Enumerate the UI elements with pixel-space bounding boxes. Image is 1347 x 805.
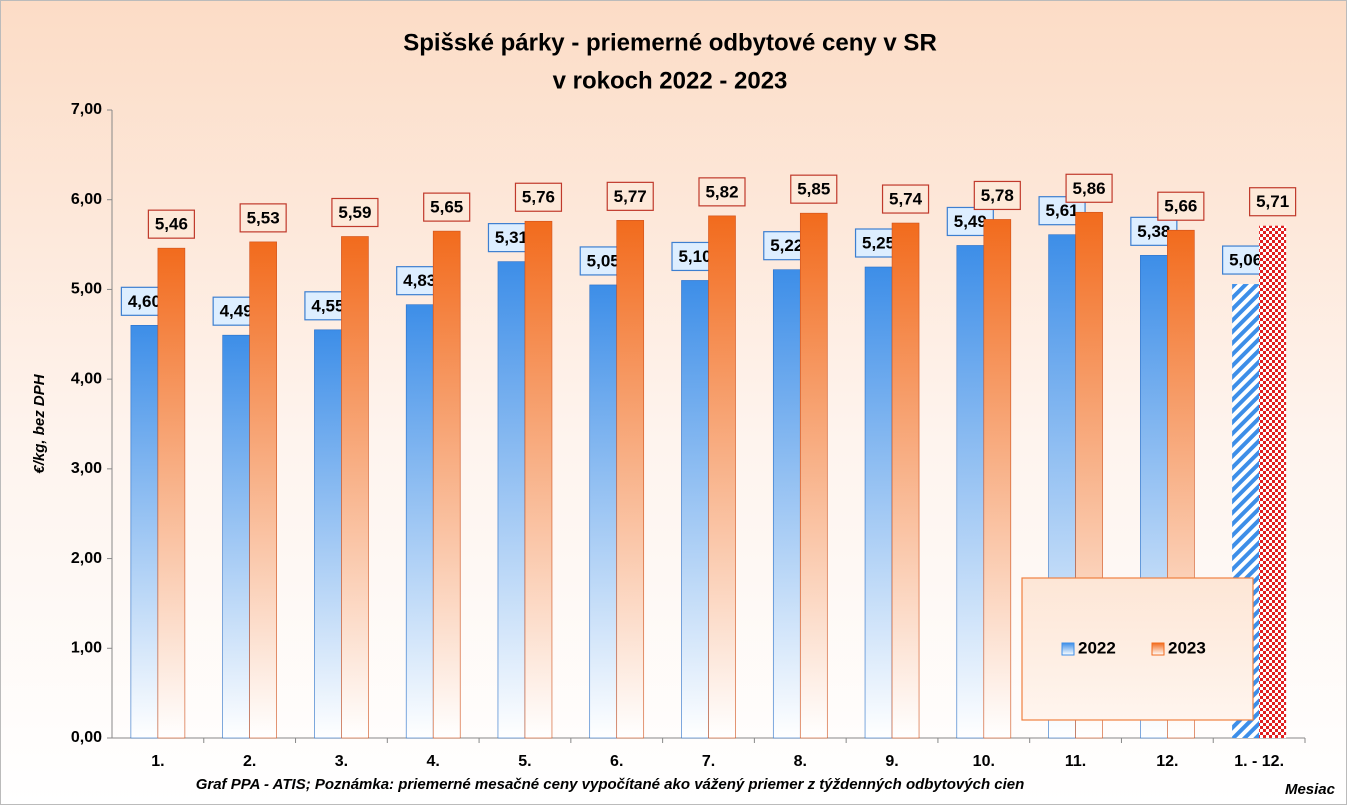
value-label-box xyxy=(973,180,1021,211)
legend-label: 2023 xyxy=(1168,638,1206,657)
x-tick-label: 1. xyxy=(151,753,164,770)
value-label: 5,25 xyxy=(862,233,895,252)
value-label: 5,86 xyxy=(1073,179,1106,198)
value-label: 5,22 xyxy=(770,236,803,255)
bar xyxy=(222,334,250,739)
value-label: 5,66 xyxy=(1164,197,1197,216)
value-label-box xyxy=(1249,187,1297,217)
y-tick-label: 1,00 xyxy=(71,640,102,657)
y-tick-label: 0,00 xyxy=(71,729,102,746)
bar xyxy=(616,220,645,739)
x-tick-label: 8. xyxy=(794,753,807,770)
x-tick-label: 4. xyxy=(427,753,440,770)
value-label-box xyxy=(790,174,838,204)
bar xyxy=(524,220,553,739)
x-tick-label: 12. xyxy=(1156,753,1178,770)
value-label-box xyxy=(606,181,654,211)
value-label: 5,38 xyxy=(1137,222,1170,241)
value-label: 5,77 xyxy=(614,187,647,206)
bar xyxy=(891,222,920,739)
bar xyxy=(956,245,985,739)
y-tick-label: 4,00 xyxy=(71,370,102,387)
value-label-box xyxy=(1157,191,1205,221)
legend-swatch xyxy=(1061,642,1075,656)
value-label-box xyxy=(147,209,195,239)
value-label: 5,46 xyxy=(155,215,188,234)
value-label: 4,55 xyxy=(311,296,344,315)
value-label: 5,05 xyxy=(587,251,620,270)
y-tick-label: 6,00 xyxy=(71,191,102,208)
bar xyxy=(249,241,277,739)
bar xyxy=(772,269,801,739)
value-label-box xyxy=(1065,173,1113,203)
y-tick-label: 2,00 xyxy=(71,550,102,567)
bar xyxy=(432,230,461,739)
value-label: 5,78 xyxy=(981,186,1014,205)
x-tick-label: 2. xyxy=(243,753,256,770)
value-label: 5,74 xyxy=(889,190,923,209)
value-label: 5,31 xyxy=(495,228,528,247)
bar xyxy=(405,304,434,739)
bar xyxy=(497,261,526,739)
x-tick-label: 7. xyxy=(702,753,715,770)
legend-label: 2022 xyxy=(1078,638,1116,657)
value-label-box xyxy=(881,184,930,214)
bar xyxy=(157,247,186,739)
value-label: 5,76 xyxy=(522,188,555,207)
x-axis-label: Mesiac xyxy=(1285,781,1336,798)
x-tick-label: 6. xyxy=(610,753,623,770)
y-axis-label: €/kg, bez DPH xyxy=(31,373,48,473)
value-label: 4,60 xyxy=(128,292,161,311)
value-label-box xyxy=(698,177,746,207)
x-tick-label: 9. xyxy=(885,753,898,770)
bar xyxy=(864,266,893,739)
x-tick-label: 3. xyxy=(335,753,348,770)
chart-subtitle: v rokoch 2022 - 2023 xyxy=(553,67,788,94)
chart-title: Spišské párky - priemerné odbytové ceny … xyxy=(403,29,937,56)
y-tick-label: 7,00 xyxy=(71,101,102,118)
value-label-box xyxy=(239,203,287,233)
value-label: 5,53 xyxy=(247,208,280,227)
value-label-box xyxy=(514,182,563,212)
value-label: 5,82 xyxy=(705,182,738,201)
bar xyxy=(799,212,828,739)
bar xyxy=(681,280,709,739)
value-label: 5,49 xyxy=(954,212,987,231)
value-label: 5,06 xyxy=(1229,251,1262,270)
value-label: 5,65 xyxy=(430,198,463,217)
legend-swatch xyxy=(1151,642,1165,656)
bar xyxy=(314,329,342,739)
bar xyxy=(708,215,736,739)
value-label: 4,49 xyxy=(220,302,253,321)
x-tick-label: 5. xyxy=(518,753,531,770)
value-label: 5,71 xyxy=(1256,192,1289,211)
y-tick-label: 5,00 xyxy=(71,281,102,298)
value-label-box xyxy=(331,197,379,228)
note: Graf PPA - ATIS; Poznámka: priemerné mes… xyxy=(196,776,1025,793)
bar xyxy=(1259,225,1287,738)
value-label-box xyxy=(423,192,471,222)
x-tick-label: 11. xyxy=(1065,753,1086,770)
legend xyxy=(1021,577,1254,721)
bar xyxy=(341,236,369,739)
bar xyxy=(983,219,1012,739)
value-label: 4,83 xyxy=(403,271,436,290)
value-label: 5,10 xyxy=(678,247,711,266)
value-label: 5,59 xyxy=(338,203,371,222)
x-tick-label: 10. xyxy=(973,753,995,770)
bar xyxy=(589,284,618,739)
value-label: 5,61 xyxy=(1046,201,1079,220)
value-label: 5,85 xyxy=(797,180,830,199)
y-tick-label: 3,00 xyxy=(71,460,102,477)
x-tick-label: 1. - 12. xyxy=(1234,753,1284,770)
bar xyxy=(130,325,159,739)
